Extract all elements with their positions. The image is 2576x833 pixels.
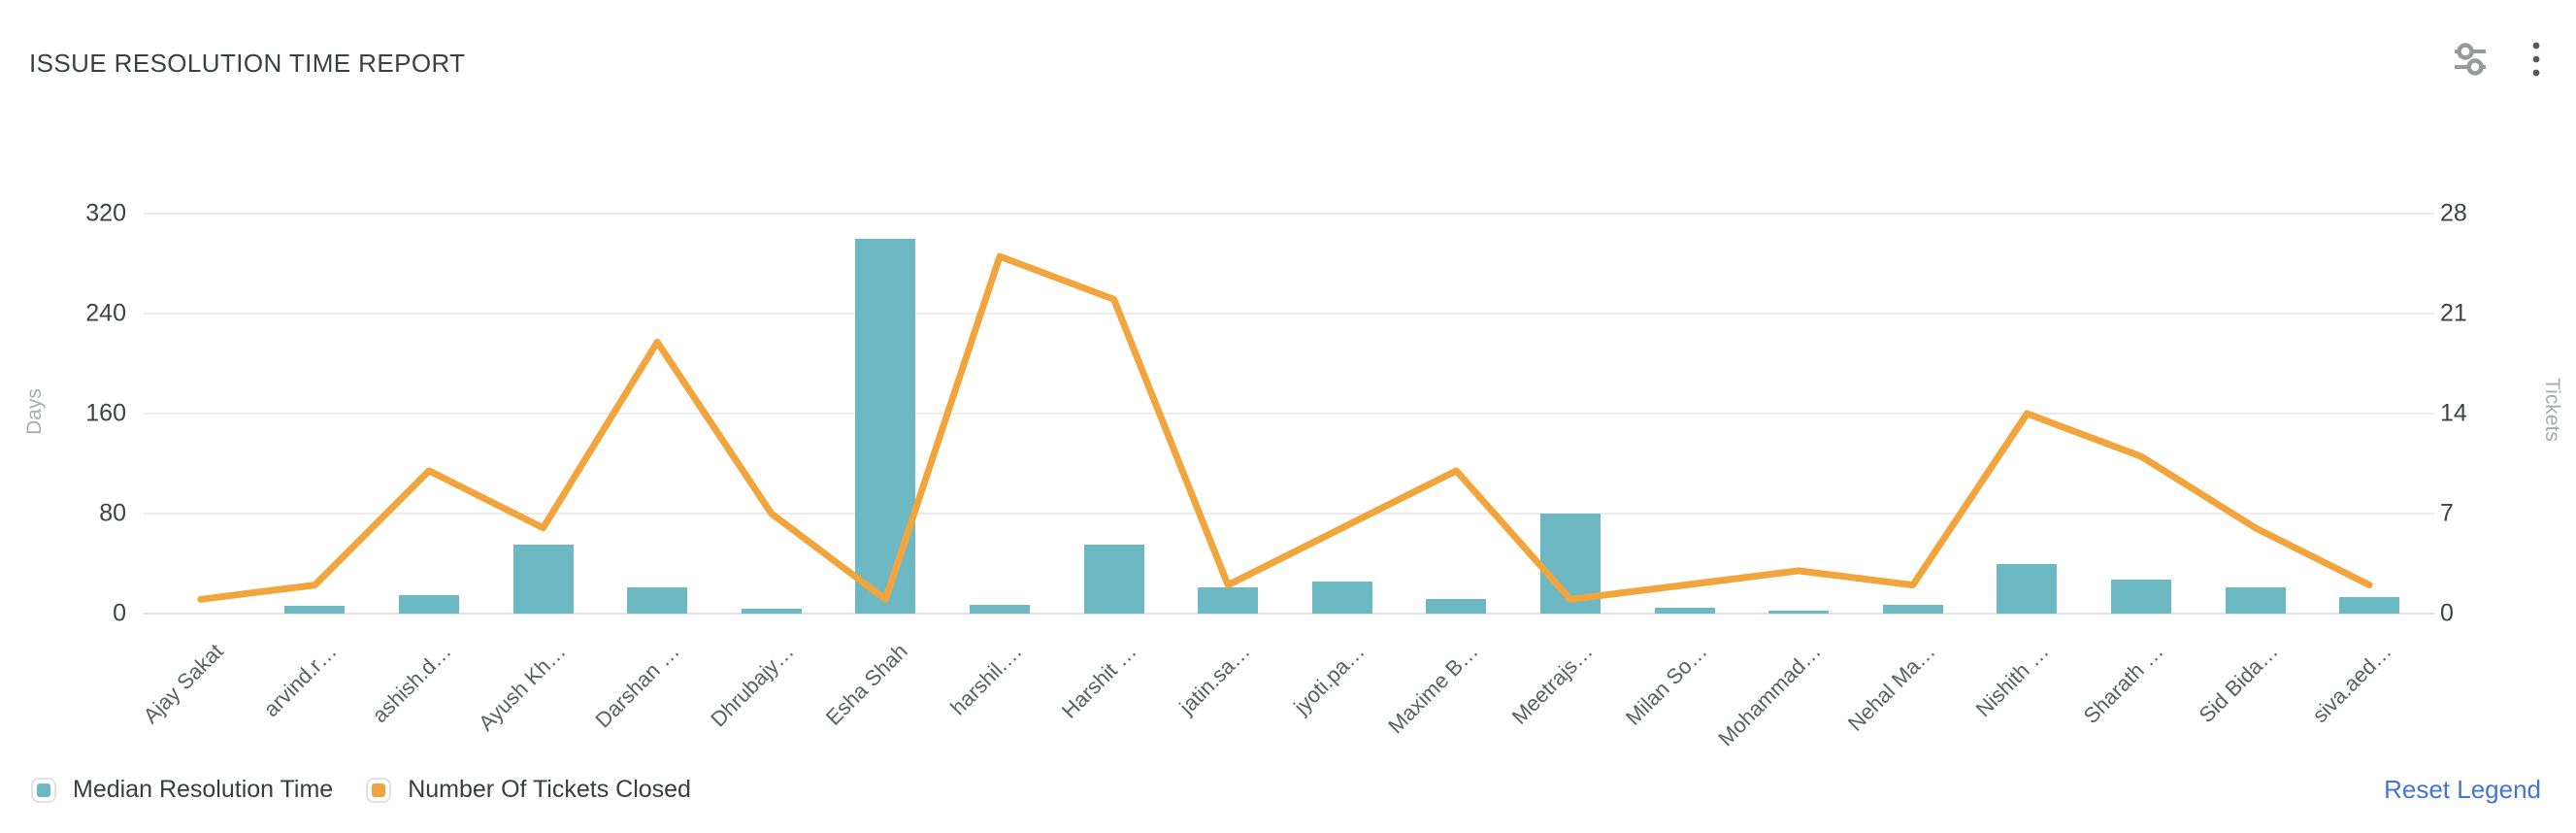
legend-item-tickets-closed[interactable]: Number Of Tickets Closed <box>366 776 691 804</box>
header-actions <box>2454 41 2541 78</box>
bar-Darshan …[interactable] <box>627 586 688 614</box>
x-axis-label: Dhrubajy… <box>705 639 799 732</box>
bar-Ayush Kh…[interactable] <box>512 545 574 614</box>
x-axis-label: arvind.r… <box>258 639 343 722</box>
x-axis-label: Ayush Kh… <box>473 639 571 736</box>
legend-swatch-bar <box>31 777 56 803</box>
gridline <box>144 213 2434 215</box>
x-axis-label: Maxime B… <box>1383 639 1484 739</box>
x-axis-label: jatin.sa… <box>1174 639 1255 719</box>
bar-Meetrajs…[interactable] <box>1540 514 1601 614</box>
x-axis-label: harshil.… <box>945 639 1027 720</box>
x-axis-label: jyoti.pa… <box>1288 639 1370 719</box>
left-axis-tick: 240 <box>85 299 126 327</box>
bar-Dhrubajy…[interactable] <box>741 608 802 614</box>
gridline <box>144 613 2434 615</box>
chart-legend: Median Resolution Time Number Of Tickets… <box>31 775 2541 805</box>
bar-siva.aed…[interactable] <box>2339 597 2400 614</box>
x-axis-label: Meetrajs… <box>1506 639 1598 729</box>
right-axis-title: Tickets <box>2540 378 2563 442</box>
gridline <box>144 413 2434 415</box>
report-header: ISSUE RESOLUTION TIME REPORT <box>0 0 2576 107</box>
bar-Maxime B…[interactable] <box>1426 598 1487 614</box>
bar-Sid Bida…[interactable] <box>2225 586 2286 614</box>
x-axis-label: Nishith … <box>1970 639 2055 722</box>
bar-harshil.…[interactable] <box>970 604 1030 614</box>
x-axis-label: Mohammad… <box>1713 639 1826 751</box>
left-axis-tick: 320 <box>85 199 126 227</box>
right-axis-tick: 14 <box>2440 399 2467 427</box>
right-axis-tick: 0 <box>2440 599 2454 627</box>
legend-item-median-resolution-time[interactable]: Median Resolution Time <box>31 776 333 804</box>
legend-label: Median Resolution Time <box>73 776 334 803</box>
bar-ashish.d…[interactable] <box>399 594 459 614</box>
kebab-menu-icon[interactable] <box>2531 41 2541 78</box>
bar-Esha Shah[interactable] <box>855 238 916 614</box>
right-axis-tick: 7 <box>2440 499 2454 527</box>
reset-legend-link[interactable]: Reset Legend <box>2384 775 2541 804</box>
x-axis-label: Sid Bida… <box>2194 639 2283 728</box>
left-axis-title: Days <box>22 388 46 435</box>
x-axis-label: Ajay Sakat <box>138 639 228 729</box>
x-axis-label: Nehal Ma… <box>1842 639 1940 736</box>
x-axis-label: Esha Shah <box>821 639 913 730</box>
bar-jyoti.pa…[interactable] <box>1311 581 1372 614</box>
x-axis-label: Darshan … <box>590 639 684 733</box>
left-axis-tick: 80 <box>99 499 126 527</box>
legend-swatch-line <box>366 777 392 803</box>
bar-arvind.r…[interactable] <box>284 606 346 614</box>
page-title: ISSUE RESOLUTION TIME REPORT <box>29 49 466 78</box>
right-axis-tick: 28 <box>2440 199 2467 227</box>
gridline <box>144 513 2434 515</box>
bar-Sharath …[interactable] <box>2111 580 2171 614</box>
right-axis-tick: 21 <box>2440 299 2467 327</box>
x-axis-label: Sharath … <box>2078 639 2168 729</box>
legend-label: Number Of Tickets Closed <box>408 776 691 803</box>
x-axis-label: Harshit … <box>1056 639 1141 723</box>
left-axis-tick: 0 <box>113 599 126 627</box>
bar-Harshit …[interactable] <box>1083 545 1144 614</box>
gridline <box>144 313 2434 315</box>
left-axis-tick: 160 <box>85 399 126 427</box>
x-axis-label: siva.aed… <box>2307 639 2396 728</box>
bar-Nehal Ma…[interactable] <box>1882 604 1943 614</box>
bar-Milan So…[interactable] <box>1654 607 1715 614</box>
sliders-icon[interactable] <box>2454 41 2487 78</box>
x-axis-label: ashish.d… <box>367 639 456 728</box>
bar-Mohammad…[interactable] <box>1768 611 1830 614</box>
x-axis-label: Milan So… <box>1620 639 1712 730</box>
bar-Nishith …[interactable] <box>1997 563 2058 614</box>
bar-jatin.sa…[interactable] <box>1198 586 1259 614</box>
